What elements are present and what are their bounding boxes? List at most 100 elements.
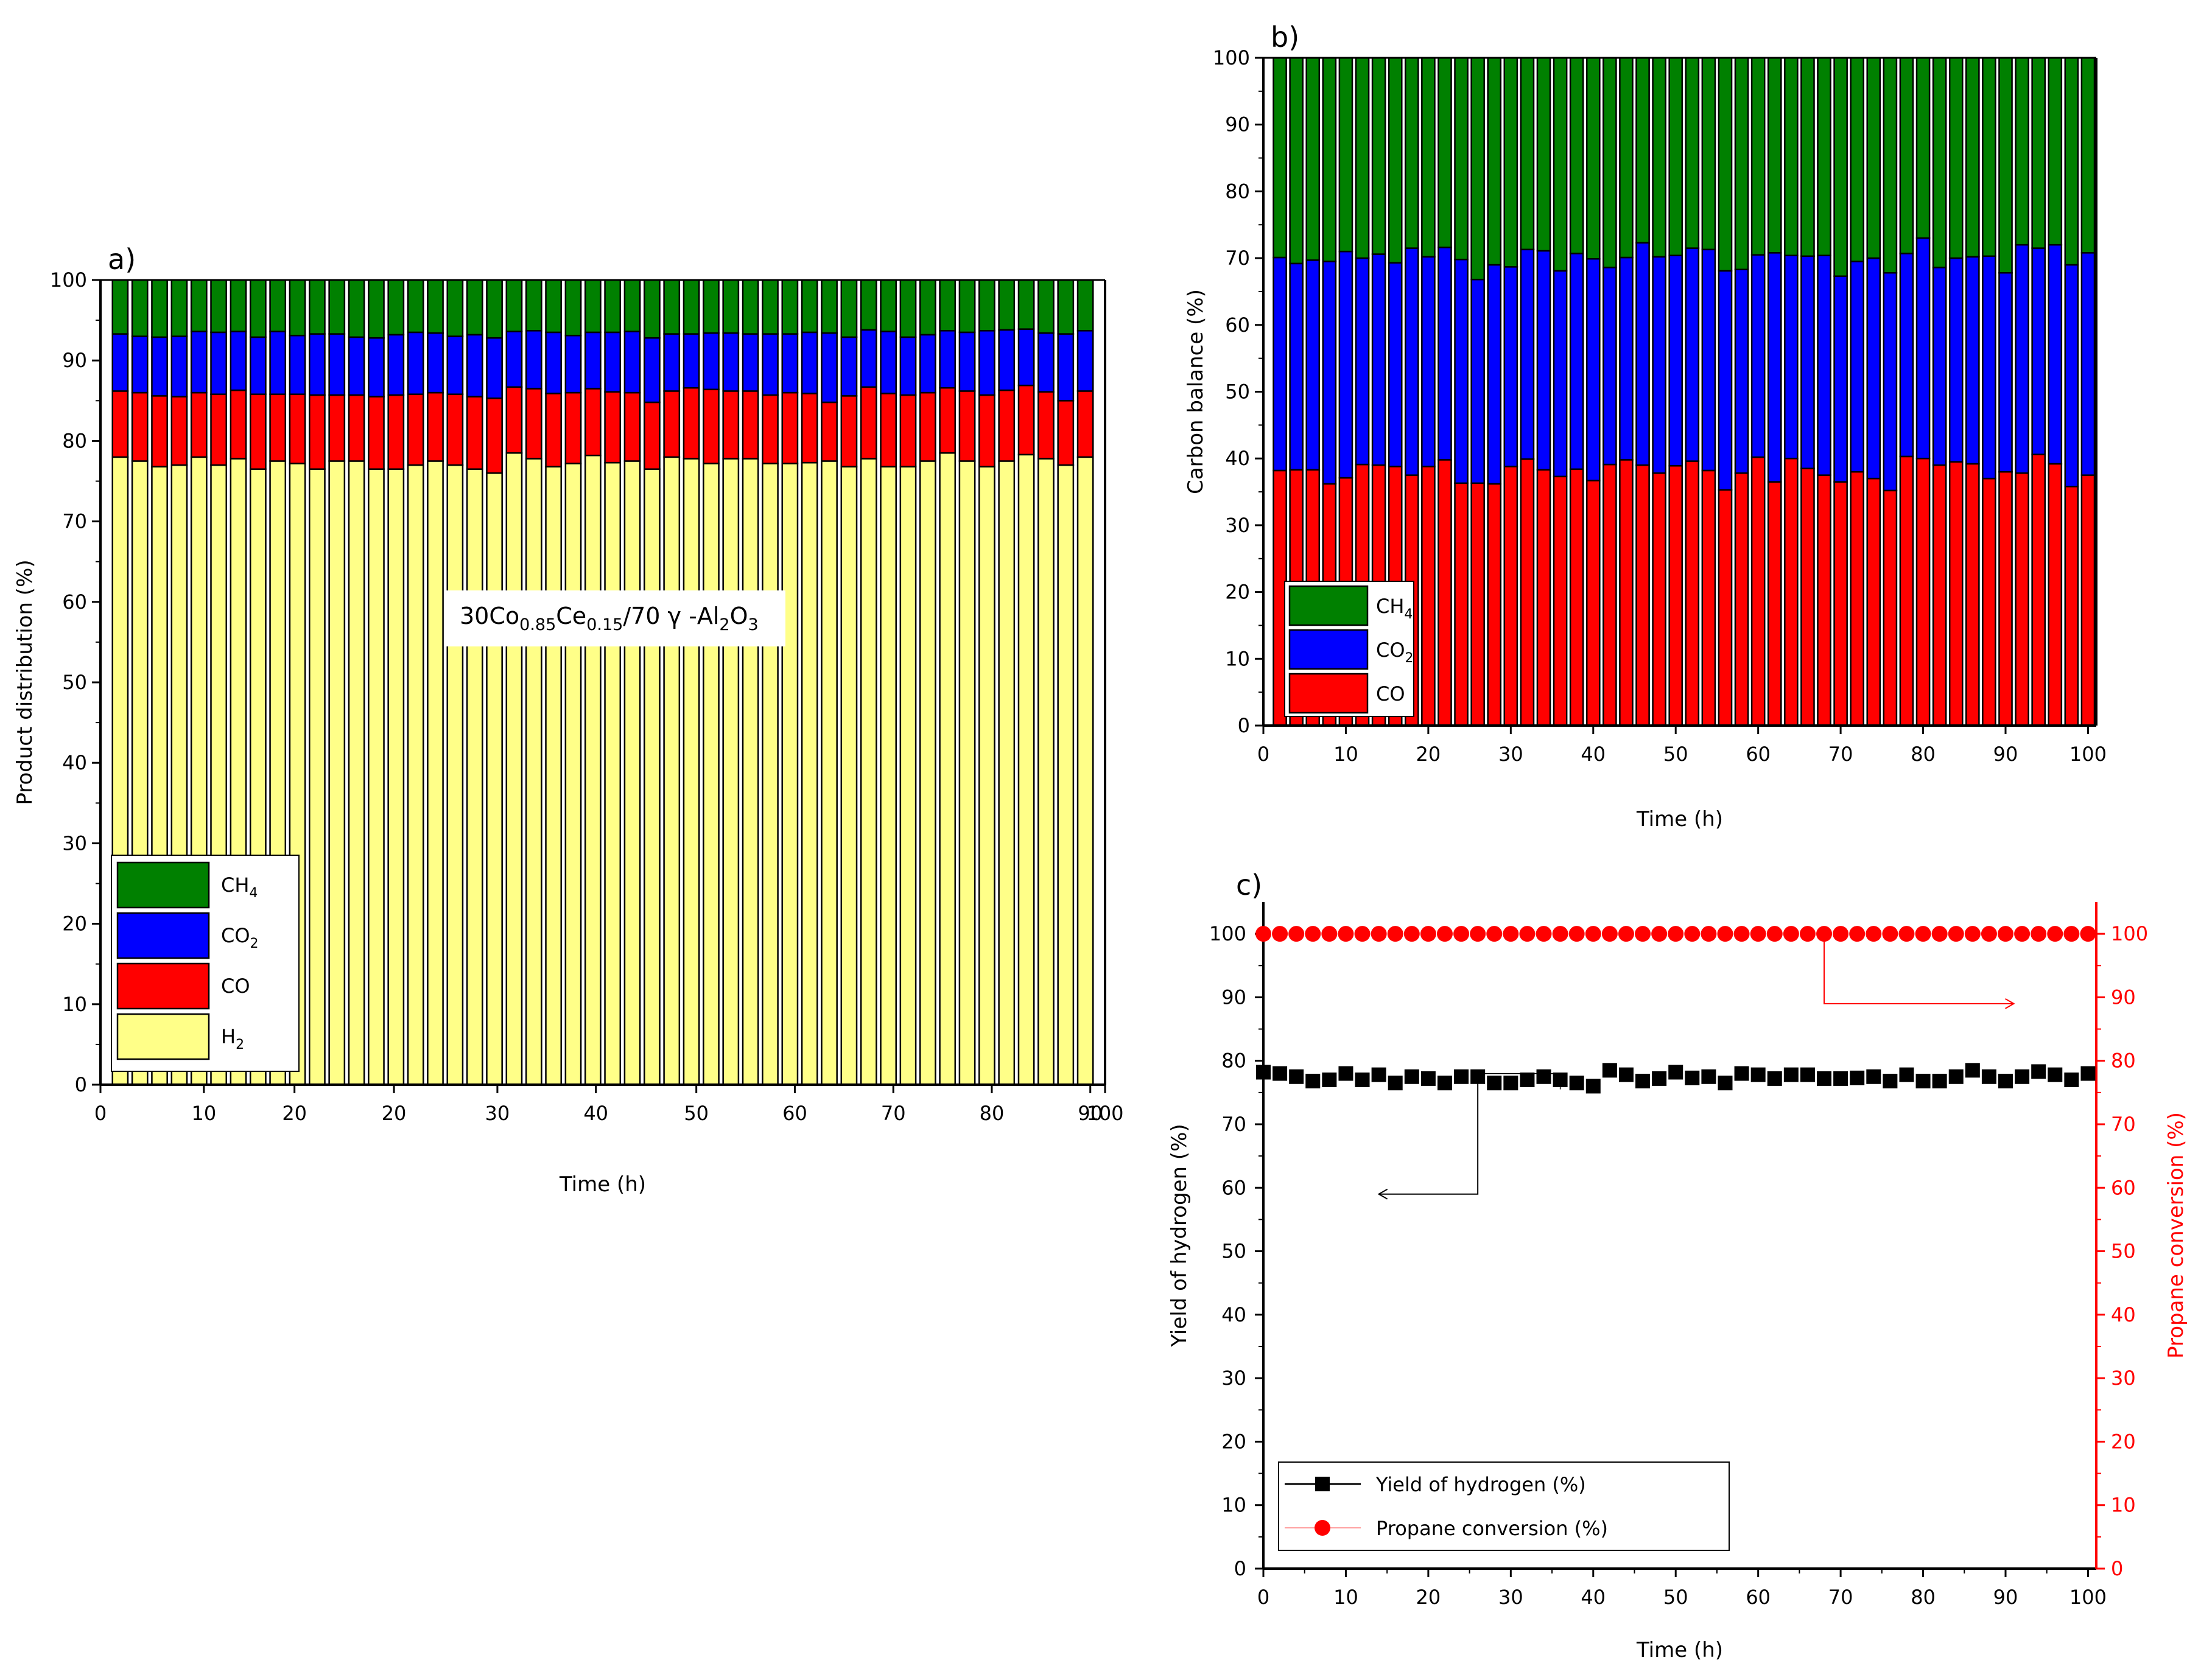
propane-conversion-point xyxy=(2014,926,2031,942)
bar-co xyxy=(1421,466,1436,727)
bar-h2 xyxy=(939,452,957,1086)
bar-co2 xyxy=(1487,264,1502,485)
bar-co2 xyxy=(1536,250,1551,471)
bar-co2 xyxy=(644,337,661,404)
bar-ch4 xyxy=(1982,57,1996,257)
hydrogen-yield-point xyxy=(1783,1067,1799,1082)
bar-co2 xyxy=(821,332,838,404)
y-tick-label: 40 xyxy=(1221,1303,1246,1326)
propane-conversion-point xyxy=(1882,926,1898,942)
bar-co2 xyxy=(762,333,779,396)
bar-h2 xyxy=(683,458,700,1086)
bar-h2 xyxy=(407,464,424,1086)
bar-co2 xyxy=(1355,257,1370,466)
propane-conversion-point xyxy=(1998,926,2014,942)
bar-ch4 xyxy=(170,279,188,337)
bar-co xyxy=(1850,471,1865,727)
bar-ch4 xyxy=(1833,57,1848,277)
bar-co xyxy=(1932,464,1947,727)
bar-co xyxy=(1982,477,1996,727)
bar-co2 xyxy=(1037,332,1055,393)
bar-co xyxy=(2080,474,2096,727)
bar-h2 xyxy=(899,466,917,1086)
hydrogen-yield-point xyxy=(1718,1076,1733,1091)
hydrogen-yield-point xyxy=(1767,1071,1782,1086)
bar-co2 xyxy=(111,333,129,392)
annotation-text: 30Co0.85Ce0.15/70 γ -Al2O3 xyxy=(460,603,759,634)
bar-co xyxy=(348,394,365,462)
y2-tick-label: 0 xyxy=(2111,1557,2123,1580)
bar-co xyxy=(821,401,838,462)
propane-conversion-point xyxy=(1552,926,1568,942)
bar-ch4 xyxy=(1800,57,1815,257)
propane-conversion-point xyxy=(1849,926,1866,942)
bar-co xyxy=(151,395,168,467)
bar-co2 xyxy=(1371,253,1386,466)
bar-co2 xyxy=(466,334,483,397)
bar-h2 xyxy=(545,466,562,1086)
y2-tick-label: 20 xyxy=(2111,1430,2136,1453)
bar-co xyxy=(1883,489,1898,727)
propane-conversion-point xyxy=(1305,926,1321,942)
bar-h2 xyxy=(644,468,661,1086)
bar-co2 xyxy=(919,334,936,394)
bar-co2 xyxy=(1322,261,1337,485)
hydrogen-yield-point xyxy=(1850,1070,1865,1085)
bar-co xyxy=(1718,489,1733,727)
propane-conversion-point xyxy=(1420,926,1436,942)
bar-h2 xyxy=(466,468,483,1086)
y-tick-label: 50 xyxy=(1221,1240,1246,1263)
legend-swatch-h2 xyxy=(116,1013,210,1060)
bar-co2 xyxy=(663,333,681,392)
bar-h2 xyxy=(368,468,385,1086)
legend-swatch-co2 xyxy=(116,912,210,959)
bar-co2 xyxy=(1273,256,1287,472)
bar-co2 xyxy=(1668,254,1683,467)
bar-h2 xyxy=(525,458,542,1086)
bar-ch4 xyxy=(604,279,622,334)
chart-panel-b: 0 10 20 30 40 50 60 70 80 90 100 0 10 20 30 40 50 60 70 80 9… xyxy=(1184,21,2107,831)
bar-h2 xyxy=(998,460,1016,1086)
bar-co xyxy=(249,393,267,470)
y-tick-label: 0 xyxy=(1238,714,1250,737)
hydrogen-yield-point xyxy=(1915,1074,1931,1089)
bar-ch4 xyxy=(1585,57,1601,260)
legend-swatch-ch4 xyxy=(1288,585,1369,626)
bar-co2 xyxy=(1305,259,1321,471)
bar-ch4 xyxy=(368,279,385,339)
legend-label-co2: CO2 xyxy=(1376,639,1414,666)
propane-conversion-point xyxy=(1898,926,1915,942)
bar-co2 xyxy=(249,336,267,395)
propane-conversion-point xyxy=(1568,926,1585,942)
propane-conversion-point xyxy=(1387,926,1403,942)
bar-co xyxy=(1817,474,1831,727)
y-tick-label: 100 xyxy=(1213,46,1250,69)
bar-ch4 xyxy=(2064,57,2079,266)
x-tick-label: 10 xyxy=(191,1102,216,1125)
bar-co2 xyxy=(1833,275,1848,483)
bar-co2 xyxy=(151,336,168,397)
x-tick-label: 30 xyxy=(485,1102,510,1125)
propane-conversion-point xyxy=(1321,926,1338,942)
bar-ch4 xyxy=(762,279,779,335)
bar-h2 xyxy=(1076,456,1094,1086)
x-tick-label: 20 xyxy=(1416,1586,1441,1609)
bar-h2 xyxy=(446,464,464,1086)
bar-co xyxy=(623,391,641,462)
bar-co xyxy=(1833,481,1848,727)
y2-tick-label: 30 xyxy=(2111,1367,2136,1390)
chart-panel-c: 0102030405060708090100010203040506070809… xyxy=(1167,869,2188,1662)
bar-co xyxy=(486,397,503,474)
bar-co2 xyxy=(899,336,917,396)
x-tick-label: 10 xyxy=(1333,743,1358,766)
bar-co xyxy=(1602,463,1617,727)
y2-tick-label: 50 xyxy=(2111,1240,2136,1263)
bar-ch4 xyxy=(781,279,799,335)
bar-ch4 xyxy=(1817,57,1831,256)
bar-ch4 xyxy=(2080,57,2096,254)
bar-co2 xyxy=(1965,256,1980,465)
y-axis-title: Yield of hydrogen (%) xyxy=(1167,1124,1192,1347)
y-tick-label: 10 xyxy=(62,993,87,1016)
bar-ch4 xyxy=(309,279,326,335)
bar-ch4 xyxy=(427,279,444,334)
